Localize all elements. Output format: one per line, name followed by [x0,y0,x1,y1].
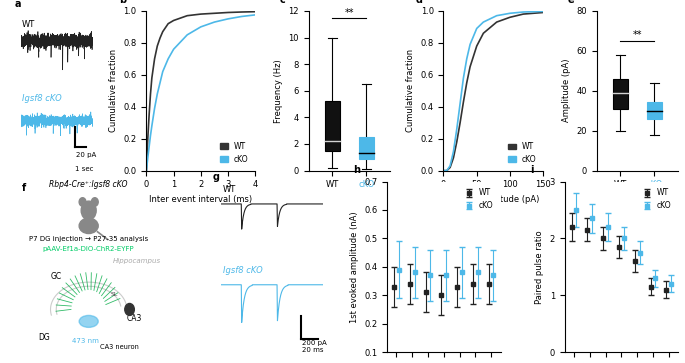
Text: **: ** [345,8,354,17]
Text: DG: DG [38,333,50,342]
Text: Igsf8 cKO: Igsf8 cKO [22,94,62,103]
Text: Rbp4-Cre⁺:Igsf8 cKO: Rbp4-Cre⁺:Igsf8 cKO [49,180,128,189]
Circle shape [79,198,86,206]
Text: d: d [416,0,423,5]
Ellipse shape [79,315,98,327]
Text: 200 pA: 200 pA [301,340,326,346]
Bar [647,102,662,119]
Text: CA3 neuron: CA3 neuron [99,344,138,350]
Text: **: ** [632,30,642,40]
Text: CA3: CA3 [127,314,142,323]
X-axis label: Inter event interval (ms): Inter event interval (ms) [149,195,252,204]
Y-axis label: Frequency (Hz): Frequency (Hz) [274,59,283,123]
Text: pAAV-Ef1a-DIO-ChR2-EYFP: pAAV-Ef1a-DIO-ChR2-EYFP [43,246,134,252]
Text: WT: WT [22,20,35,29]
Text: a: a [15,0,21,9]
Text: b: b [119,0,126,5]
X-axis label: sEPSC amplitude (pA): sEPSC amplitude (pA) [448,195,539,204]
Bar [359,137,374,159]
Text: h: h [353,165,360,175]
Circle shape [125,303,134,315]
Circle shape [82,201,96,220]
Text: c: c [280,0,286,5]
Text: 20 ms: 20 ms [301,347,323,353]
Circle shape [91,198,98,206]
Legend: WT, cKO: WT, cKO [462,185,497,213]
Text: P7 DG injection → P27-35 analysis: P7 DG injection → P27-35 analysis [29,236,149,242]
Legend: WT, cKO: WT, cKO [217,139,251,167]
Y-axis label: Cumulative fraction: Cumulative fraction [109,49,118,132]
Text: e: e [568,0,575,5]
Text: GC: GC [51,272,62,281]
Text: Hippocampus: Hippocampus [113,257,162,264]
Legend: WT, cKO: WT, cKO [640,185,674,213]
Y-axis label: Cumulative fraction: Cumulative fraction [406,49,415,132]
Y-axis label: Paired pulse ratio: Paired pulse ratio [535,230,544,303]
Text: WT: WT [223,185,236,194]
Text: 20 pA: 20 pA [75,152,96,158]
Text: 473 nm: 473 nm [73,338,99,344]
Y-axis label: Amplitude (pA): Amplitude (pA) [562,59,571,122]
Text: g: g [212,172,220,182]
Text: 1 sec: 1 sec [75,166,93,172]
Y-axis label: 1st evoked amplitude (nA): 1st evoked amplitude (nA) [349,211,358,323]
Bar [612,79,628,109]
Text: Igsf8 cKO: Igsf8 cKO [223,266,262,275]
Ellipse shape [79,218,98,233]
Bar [325,101,340,151]
Text: i: i [531,165,534,175]
Legend: WT, cKO: WT, cKO [505,139,539,167]
Text: SL: SL [110,292,118,297]
Text: f: f [22,183,26,193]
